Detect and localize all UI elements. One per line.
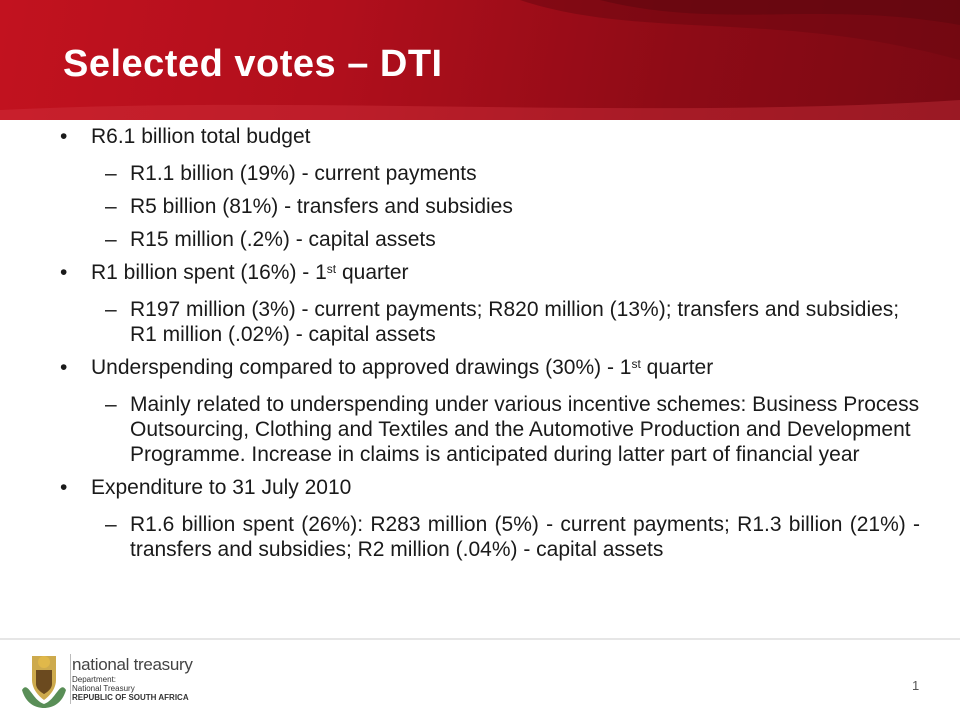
bullet-marker: • xyxy=(60,125,68,148)
treasury-wordmark: national treasury Department: National T… xyxy=(72,655,193,702)
ordinal-suffix: st xyxy=(326,262,337,276)
logo-department-name: National Treasury xyxy=(72,684,135,693)
header-swoosh-graphic xyxy=(0,0,960,120)
bullet-text-post: quarter xyxy=(640,356,714,379)
brand-name: national treasury xyxy=(72,655,193,674)
sub-bullet-text: R1.1 billion (19%) - current payments xyxy=(130,162,477,185)
sub-bullet-item: – Mainly related to underspending under … xyxy=(60,392,920,467)
sub-bullet-text: R1.6 billion spent (26%): R283 million (… xyxy=(130,513,920,561)
logo-country: REPUBLIC OF SOUTH AFRICA xyxy=(72,693,189,702)
bullet-text: Expenditure to 31 July 2010 xyxy=(91,476,352,499)
page-number: 1 xyxy=(912,678,920,693)
sub-bullet-item: – R15 million (.2%) - capital assets xyxy=(60,227,920,252)
bullet-item: • R6.1 billion total budget xyxy=(60,124,920,149)
bullet-item: • Underspending compared to approved dra… xyxy=(60,355,920,380)
bullet-item: • R1 billion spent (16%) - 1st quarter xyxy=(60,260,920,285)
bullet-text-post: quarter xyxy=(336,261,409,284)
bullet-item: • Expenditure to 31 July 2010 xyxy=(60,475,920,500)
sub-bullet-item: – R197 million (3%) - current payments; … xyxy=(60,297,920,347)
dash-marker: – xyxy=(105,195,117,218)
dash-marker: – xyxy=(105,228,117,251)
bullet-marker: • xyxy=(60,261,68,284)
dash-marker: – xyxy=(105,513,117,536)
sub-bullet-item: – R5 billion (81%) - transfers and subsi… xyxy=(60,194,920,219)
sub-bullet-text: R197 million (3%) - current payments; R8… xyxy=(130,298,900,346)
bullet-marker: • xyxy=(60,476,68,499)
bullet-text-pre: R1 billion spent (16%) - 1 xyxy=(91,261,327,284)
logo-department-label: Department: xyxy=(72,675,117,684)
dash-marker: – xyxy=(105,393,117,416)
sub-bullet-item: – R1.1 billion (19%) - current payments xyxy=(60,161,920,186)
ordinal-suffix: st xyxy=(631,357,641,371)
dash-marker: – xyxy=(105,298,117,321)
bullet-text-pre: Underspending compared to approved drawi… xyxy=(91,356,632,379)
footer-divider xyxy=(0,638,960,640)
sub-bullet-text: Mainly related to underspending under va… xyxy=(130,393,920,466)
header-banner: Selected votes – DTI xyxy=(0,0,960,120)
bullet-marker: • xyxy=(60,356,68,379)
dash-marker: – xyxy=(105,162,117,185)
sub-bullet-text: R5 billion (81%) - transfers and subsidi… xyxy=(130,195,513,218)
slide-body: • R6.1 billion total budget – R1.1 billi… xyxy=(60,124,920,570)
sub-bullet-item: – R1.6 billion spent (26%): R283 million… xyxy=(60,512,920,562)
bullet-text: R6.1 billion total budget xyxy=(91,125,311,148)
coat-of-arms-logo xyxy=(22,654,71,708)
sub-bullet-text: R15 million (.2%) - capital assets xyxy=(130,228,436,251)
slide-title: Selected votes – DTI xyxy=(63,43,443,85)
